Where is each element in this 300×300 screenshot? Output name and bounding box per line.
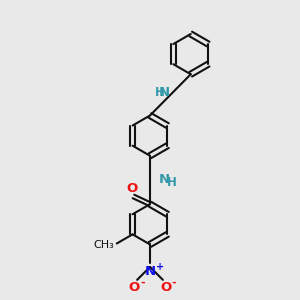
- Text: H: H: [167, 176, 177, 189]
- Text: -: -: [140, 278, 145, 288]
- Text: O: O: [126, 182, 137, 195]
- Text: -: -: [172, 278, 176, 288]
- Text: CH₃: CH₃: [94, 240, 114, 250]
- Text: N: N: [159, 173, 170, 187]
- Text: +: +: [156, 262, 164, 272]
- Text: N: N: [144, 265, 156, 278]
- Text: H: H: [155, 86, 165, 99]
- Text: N: N: [158, 86, 169, 99]
- Text: O: O: [129, 281, 140, 294]
- Text: O: O: [160, 281, 171, 294]
